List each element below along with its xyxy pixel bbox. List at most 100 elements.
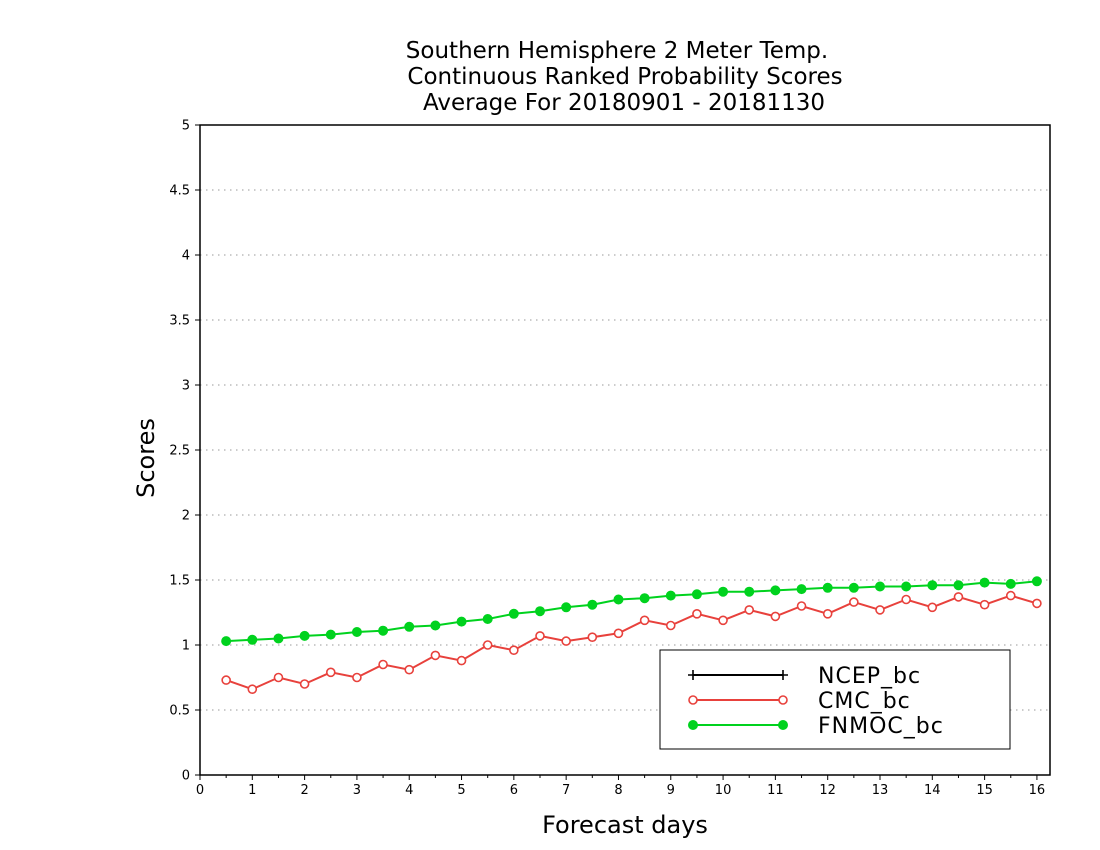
x-tick-label: 9 xyxy=(667,783,675,798)
data-point xyxy=(587,632,598,643)
data-point xyxy=(613,594,624,605)
x-tick-label: 2 xyxy=(300,783,308,798)
series-line xyxy=(226,580,1038,643)
data-point xyxy=(665,620,676,631)
data-point xyxy=(979,577,990,588)
data-point xyxy=(778,695,788,705)
x-tick-label: 10 xyxy=(715,783,732,798)
x-tick-label: 1 xyxy=(248,783,256,798)
y-tick-label: 3 xyxy=(182,379,190,394)
legend-item: NCEP_bc xyxy=(688,664,921,689)
legend-item: CMC_bc xyxy=(688,689,911,714)
data-point xyxy=(927,602,938,613)
data-point xyxy=(953,592,964,602)
data-point xyxy=(927,580,938,591)
x-tick-label: 13 xyxy=(872,783,889,798)
data-point xyxy=(430,650,441,661)
legend-label: NCEP_bc xyxy=(818,664,921,689)
data-point xyxy=(247,684,258,695)
data-point xyxy=(770,585,781,596)
x-tick-label: 5 xyxy=(457,783,465,798)
data-point xyxy=(325,667,336,678)
y-tick-label: 0 xyxy=(182,769,190,784)
axis-ticks: 00.511.522.533.544.550 1 2 3 4 5 6 7 8 9 10 11 12 13 1… xyxy=(169,119,1045,799)
data-point xyxy=(639,615,650,626)
x-tick-label: 12 xyxy=(819,783,836,798)
data-point xyxy=(482,614,493,624)
y-tick-label: 5 xyxy=(182,119,190,134)
chart-title-line-3: Average For 20180901 - 20181130 xyxy=(423,90,825,116)
y-tick-label: 4 xyxy=(182,249,190,264)
data-point xyxy=(639,593,650,604)
y-tick-label: 1.5 xyxy=(169,574,190,589)
data-point xyxy=(848,582,859,593)
data-point xyxy=(378,659,388,670)
legend-item: FNMOC_bc xyxy=(688,714,944,739)
data-point xyxy=(744,586,755,597)
series-cmc-bc xyxy=(221,590,1042,695)
data-point xyxy=(404,664,415,675)
data-point xyxy=(718,615,728,626)
data-point xyxy=(796,601,807,611)
x-tick-label: 3 xyxy=(353,783,361,798)
data-point xyxy=(456,655,467,666)
data-point xyxy=(692,608,702,619)
data-point xyxy=(691,589,702,600)
data-point xyxy=(796,584,807,595)
data-point xyxy=(378,625,389,636)
data-point xyxy=(509,645,519,656)
x-tick-label: 11 xyxy=(767,783,784,798)
data-point xyxy=(778,720,788,730)
data-point xyxy=(561,636,571,646)
data-point xyxy=(273,633,284,644)
data-point xyxy=(822,608,833,619)
data-point xyxy=(688,670,698,680)
data-point xyxy=(718,586,729,597)
data-point xyxy=(1005,590,1016,601)
data-point xyxy=(456,616,467,627)
data-point xyxy=(979,599,990,610)
y-tick-label: 2.5 xyxy=(169,444,190,459)
data-point xyxy=(901,581,912,592)
y-tick-label: 0.5 xyxy=(169,704,190,719)
data-point xyxy=(875,605,885,615)
x-tick-label: 0 xyxy=(196,783,204,798)
data-point xyxy=(404,621,415,632)
data-point xyxy=(587,599,598,610)
data-point xyxy=(221,675,231,685)
x-tick-label: 4 xyxy=(405,783,413,798)
data-point xyxy=(352,672,362,683)
y-axis-label: Scores xyxy=(132,418,160,498)
data-point xyxy=(351,627,362,637)
data-point xyxy=(561,602,572,613)
x-tick-label: 14 xyxy=(924,783,941,798)
series-fnmoc-bc xyxy=(221,576,1042,647)
data-point xyxy=(325,629,336,640)
data-point xyxy=(822,582,833,593)
x-tick-label: 6 xyxy=(510,783,518,798)
x-tick-label: 8 xyxy=(614,783,622,798)
legend-label: CMC_bc xyxy=(818,689,911,714)
data-point xyxy=(430,620,441,631)
data-point xyxy=(901,594,911,605)
y-tick-label: 3.5 xyxy=(169,314,190,329)
x-tick-label: 15 xyxy=(976,783,993,798)
data-point xyxy=(953,580,964,591)
data-point xyxy=(770,611,781,622)
x-axis-label: Forecast days xyxy=(542,811,708,839)
x-tick-label: 16 xyxy=(1029,783,1046,798)
y-tick-label: 4.5 xyxy=(169,184,190,199)
chart-title-line-2: Continuous Ranked Probability Scores xyxy=(407,64,842,90)
data-point xyxy=(508,608,519,619)
legend-label: FNMOC_bc xyxy=(818,714,944,739)
data-point xyxy=(688,720,698,730)
data-point xyxy=(1032,598,1042,609)
data-point xyxy=(665,590,676,601)
data-point xyxy=(744,605,755,615)
data-point xyxy=(1031,576,1042,587)
data-point xyxy=(273,672,284,683)
y-tick-label: 1 xyxy=(182,639,190,654)
x-tick-label: 7 xyxy=(562,783,570,798)
